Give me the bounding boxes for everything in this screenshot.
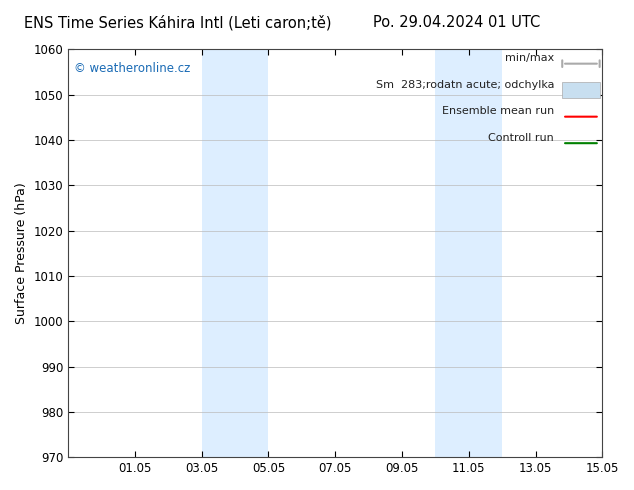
Text: min/max: min/max: [505, 53, 554, 64]
FancyBboxPatch shape: [562, 82, 600, 98]
Text: Sm  283;rodatn acute; odchylka: Sm 283;rodatn acute; odchylka: [376, 80, 554, 90]
Text: Controll run: Controll run: [488, 133, 554, 143]
Text: Po. 29.04.2024 01 UTC: Po. 29.04.2024 01 UTC: [373, 15, 540, 30]
Text: © weatheronline.cz: © weatheronline.cz: [74, 62, 190, 74]
Text: ENS Time Series Káhira Intl (Leti caron;tě): ENS Time Series Káhira Intl (Leti caron;…: [23, 15, 332, 30]
Y-axis label: Surface Pressure (hPa): Surface Pressure (hPa): [15, 182, 28, 324]
Bar: [225, 49, 268, 457]
Bar: [462, 49, 502, 457]
Bar: [202, 49, 225, 457]
Text: Ensemble mean run: Ensemble mean run: [442, 106, 554, 117]
Bar: [436, 49, 462, 457]
